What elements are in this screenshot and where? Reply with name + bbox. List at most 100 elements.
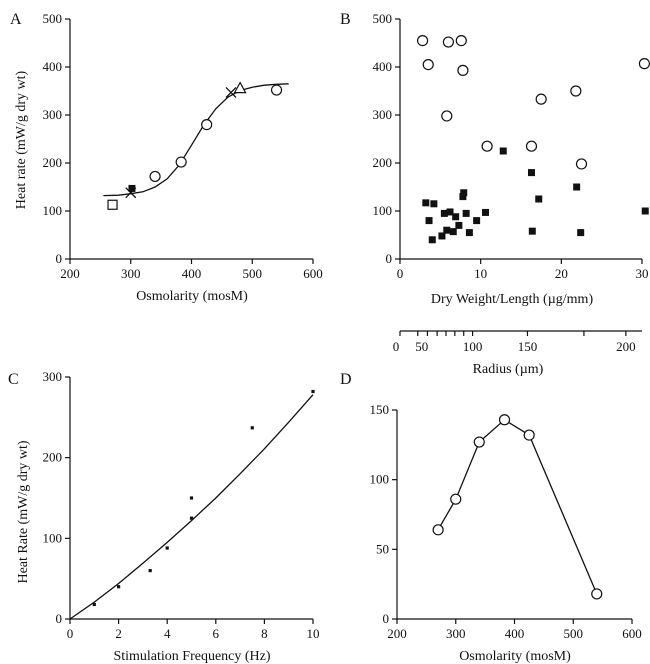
y-tick-label: 100 <box>43 203 63 218</box>
data-point-open-circle <box>175 156 187 168</box>
data-point-open-triangle <box>233 81 247 94</box>
panel-c-y-axis-title: Heat Rate (mW/g dry wt) <box>16 440 31 583</box>
x-tick-label: 300 <box>446 626 466 641</box>
fit-curve <box>103 83 289 197</box>
y-tick-label: 100 <box>43 530 63 545</box>
data-point-open-circle <box>525 140 538 152</box>
data-point-filled-square <box>440 209 448 217</box>
data-point-open-square <box>107 199 118 210</box>
y-tick-label: 0 <box>56 251 63 266</box>
x-tick-label: 200 <box>60 266 80 281</box>
y-tick-label: 500 <box>373 11 393 26</box>
y-tick-label: 200 <box>43 450 63 465</box>
data-point-filled-square <box>460 189 468 197</box>
y-tick-label: 300 <box>43 369 63 384</box>
data-point-open-circle <box>638 58 650 70</box>
data-point-open-circle <box>441 110 453 122</box>
data-point-dot <box>117 585 121 589</box>
data-point-open-circle <box>270 84 283 96</box>
panel-b-secondary-axis-title: Radius (µm) <box>473 362 544 377</box>
data-point-filled-square <box>449 228 457 236</box>
y-tick-label: 0 <box>386 251 393 266</box>
x-tick-label: 4 <box>164 626 171 641</box>
panel-c-marks <box>69 389 315 620</box>
panel-d-x-axis-title: Osmolarity (mosM) <box>459 649 571 664</box>
panel-b-x-axis-title: Dry Weight/Length (µg/mm) <box>431 292 594 307</box>
secondary-tick-label: 50 <box>415 339 428 354</box>
x-tick-label: 6 <box>213 626 220 641</box>
data-point-filled-square <box>452 213 460 221</box>
data-point-open-circle <box>432 524 444 536</box>
y-tick-label: 400 <box>373 59 393 74</box>
data-point-filled-square <box>573 183 581 191</box>
data-point-filled-square <box>459 193 467 201</box>
data-point-filled-square <box>527 169 535 177</box>
data-point-open-circle <box>450 493 462 505</box>
y-tick-label: 300 <box>43 107 63 122</box>
panel-letter-d: D <box>340 371 352 388</box>
x-tick-label: 30 <box>636 266 649 281</box>
y-tick-label: 0 <box>383 611 390 626</box>
panel-b-secondary-axis: 0 50 100 150 200 <box>393 330 642 354</box>
x-tick-label: 500 <box>564 626 584 641</box>
y-tick-label: 200 <box>43 155 63 170</box>
data-point-open-circle <box>575 158 588 170</box>
data-point-open-circle <box>535 93 547 105</box>
data-point-filled-square <box>425 217 433 225</box>
data-point-open-circle <box>455 34 467 47</box>
data-point-dot <box>250 426 254 430</box>
x-tick-label: 8 <box>261 626 268 641</box>
data-point-dot <box>148 569 152 573</box>
secondary-tick-label: 100 <box>463 339 483 354</box>
data-point-filled-square <box>482 208 490 216</box>
y-tick-label: 100 <box>370 472 390 487</box>
data-point-filled-square <box>577 229 585 237</box>
secondary-tick-label: 0 <box>393 339 400 354</box>
panel-c-x-axis-title: Stimulation Frequency (Hz) <box>113 649 270 664</box>
y-tick-label: 200 <box>373 155 393 170</box>
data-point-filled-square <box>128 184 136 192</box>
y-tick-label: 500 <box>43 11 63 26</box>
data-point-filled-square <box>438 232 446 240</box>
data-point-open-circle <box>473 436 485 448</box>
x-tick-label: 20 <box>555 266 568 281</box>
data-point-filled-square <box>535 195 543 203</box>
x-tick-label: 10 <box>474 266 487 281</box>
data-point-filled-square <box>446 208 454 216</box>
panel-d: D 200 300 400 500 600 0 50 100 150 Osmolarity (m… <box>340 371 642 664</box>
data-point-filled-square <box>422 199 430 207</box>
data-point-open-circle <box>498 414 511 426</box>
panel-b-marks <box>416 34 650 244</box>
panel-a-y-axis-title: Heat rate (mW/g dry wt) <box>14 70 29 209</box>
data-point-dot <box>92 602 96 607</box>
data-point-filled-square <box>462 209 470 217</box>
data-point-filled-square <box>430 200 438 208</box>
data-point-filled-square <box>428 236 436 244</box>
fit-curve <box>69 394 314 620</box>
panel-d-axes: 200 300 400 500 600 0 50 100 150 <box>370 402 642 641</box>
x-tick-label: 300 <box>121 266 141 281</box>
x-tick-label: 400 <box>505 626 525 641</box>
y-tick-label: 400 <box>43 59 63 74</box>
y-tick-label: 150 <box>370 402 390 417</box>
panel-a-x-axis-title: Osmolarity (mosM) <box>136 289 248 304</box>
data-point-open-circle <box>201 118 213 131</box>
data-point-filled-square <box>465 229 473 237</box>
data-point-open-circle <box>416 34 429 47</box>
data-point-filled-square <box>499 147 507 155</box>
y-tick-label: 100 <box>373 203 393 218</box>
data-point-open-circle <box>591 588 603 600</box>
data-point-filled-square <box>641 207 649 215</box>
series-line <box>437 418 598 595</box>
x-tick-label: 0 <box>67 626 74 641</box>
panel-letter-a: A <box>10 11 22 28</box>
x-tick-label: 600 <box>622 626 642 641</box>
data-point-filled-square <box>455 221 463 229</box>
data-point-open-circle <box>481 140 493 152</box>
data-point-open-circle <box>149 170 161 183</box>
data-point-open-circle <box>570 85 582 97</box>
panel-letter-b: B <box>340 11 351 28</box>
